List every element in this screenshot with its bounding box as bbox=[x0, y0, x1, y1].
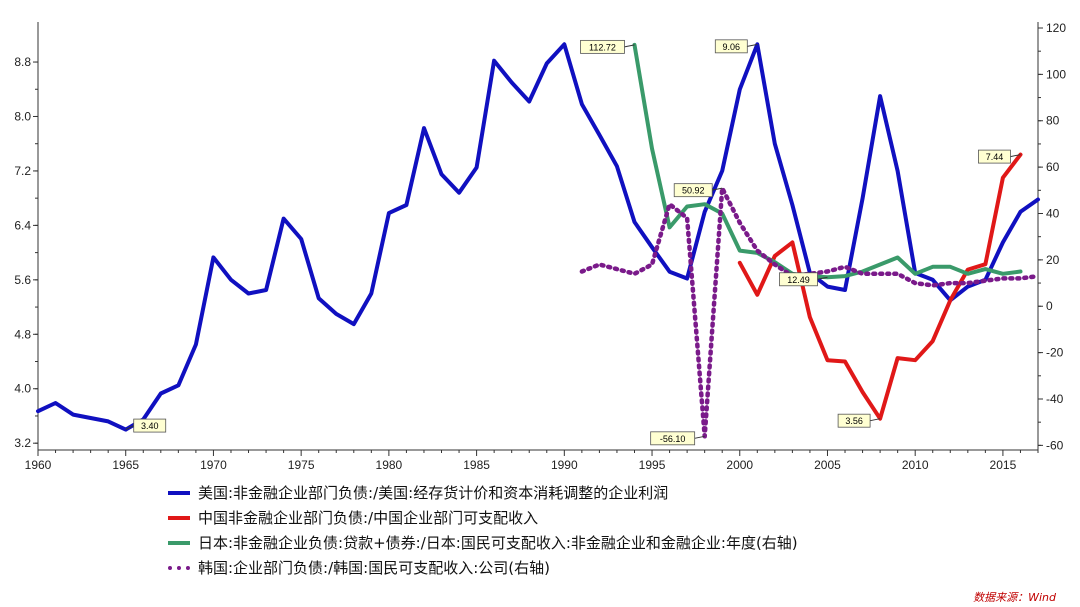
callout-leader bbox=[712, 187, 723, 191]
series-line-2 bbox=[632, 42, 1023, 280]
legend-label: 美国:非金融企业部门负债:/美国:经存货计价和资本消耗调整的企业利润 bbox=[198, 484, 669, 502]
legend-item: 韩国:企业部门负债:/韩国:国民可支配收入:公司(右轴) bbox=[168, 555, 798, 580]
x-tick-label: 2005 bbox=[814, 458, 841, 472]
callout-leader bbox=[870, 418, 881, 422]
data-callout: 3.40 bbox=[125, 418, 167, 433]
legend-swatch-us bbox=[168, 490, 190, 495]
callout-label: 3.40 bbox=[141, 421, 159, 431]
x-tick-label: 1970 bbox=[200, 458, 227, 472]
series-line-1 bbox=[737, 152, 1023, 421]
x-tick-label: 1990 bbox=[551, 458, 578, 472]
data-callout: 9.06 bbox=[714, 39, 758, 54]
callout-box bbox=[650, 431, 696, 446]
callout-box bbox=[714, 39, 748, 54]
x-tick-label: 2010 bbox=[902, 458, 929, 472]
x-tick-label: 1960 bbox=[25, 458, 52, 472]
y-right-tick-label: 0 bbox=[1046, 299, 1053, 313]
legend-item: 美国:非金融企业部门负债:/美国:经存货计价和资本消耗调整的企业利润 bbox=[168, 480, 798, 505]
data-callout: -56.10 bbox=[650, 431, 705, 446]
data-callout: 12.49 bbox=[779, 272, 828, 287]
y-left-tick-label: 7.2 bbox=[14, 164, 31, 178]
x-tick-label: 1995 bbox=[639, 458, 666, 472]
legend-swatch-china bbox=[168, 515, 190, 520]
data-callout: 112.72 bbox=[580, 39, 635, 54]
annotation-layer: 3.40 9.06 7.44 3.56 112.72 50.92 12.49 -56.10 bbox=[125, 39, 1021, 446]
series-layer bbox=[36, 42, 1041, 439]
y-left-tick-label: 8.0 bbox=[14, 109, 31, 123]
y-left-tick-label: 4.8 bbox=[14, 327, 31, 341]
y-right-tick-label: -60 bbox=[1046, 438, 1064, 452]
y-right-tick-label: 80 bbox=[1046, 114, 1060, 128]
callout-label: 12.49 bbox=[787, 275, 810, 285]
legend-label: 中国非金融企业部门负债:/中国企业部门可支配收入 bbox=[198, 509, 539, 527]
axes: 1960 1965 1970 1975 1980 1985 1990 1995 2000 2005… bbox=[14, 21, 1066, 472]
y-left-tick-label: 3.2 bbox=[14, 436, 31, 450]
y-right-tick-label: 60 bbox=[1046, 160, 1060, 174]
x-tick-label: 1985 bbox=[463, 458, 490, 472]
x-tick-label: 1980 bbox=[376, 458, 403, 472]
callout-box bbox=[673, 183, 713, 198]
callout-label: 50.92 bbox=[682, 186, 705, 196]
callout-label: 112.72 bbox=[589, 42, 616, 52]
y-right-tick-label: 100 bbox=[1046, 67, 1066, 81]
source-note: 数据来源：Wind bbox=[973, 591, 1056, 604]
series-line-3 bbox=[579, 185, 1041, 439]
y-left-tick-label: 6.4 bbox=[14, 218, 31, 232]
y-right-tick-label: 40 bbox=[1046, 206, 1060, 220]
y-right-tick-label: -40 bbox=[1046, 392, 1064, 406]
legend-label: 日本:非金融企业负债:贷款+债券:/日本:国民可支配收入:非金融企业和金融企业:… bbox=[198, 534, 798, 552]
callout-box bbox=[978, 149, 1011, 164]
legend-swatch-korea bbox=[168, 565, 190, 570]
y-right-tick-label: -20 bbox=[1046, 346, 1064, 360]
callout-leader bbox=[817, 276, 828, 280]
legend-swatch-japan bbox=[168, 540, 190, 545]
x-tick-label: 2000 bbox=[726, 458, 753, 472]
series-line-0 bbox=[36, 42, 1040, 432]
callout-leader bbox=[624, 44, 635, 48]
y-right-tick-label: 20 bbox=[1046, 253, 1060, 267]
data-callout: 3.56 bbox=[837, 413, 881, 428]
callout-box bbox=[837, 413, 871, 428]
legend: 美国:非金融企业部门负债:/美国:经存货计价和资本消耗调整的企业利润 中国非金融… bbox=[168, 480, 798, 580]
callout-box bbox=[580, 39, 625, 54]
y-left-tick-label: 4.0 bbox=[14, 382, 31, 396]
callout-leader bbox=[747, 43, 758, 47]
legend-item: 中国非金融企业部门负债:/中国企业部门可支配收入 bbox=[168, 505, 798, 530]
legend-label: 韩国:企业部门负债:/韩国:国民可支配收入:公司(右轴) bbox=[198, 559, 550, 577]
callout-box bbox=[779, 272, 818, 287]
data-callout: 50.92 bbox=[673, 183, 723, 198]
callout-leader bbox=[1010, 154, 1021, 158]
y-left-tick-label: 5.6 bbox=[14, 273, 31, 287]
callout-box bbox=[133, 418, 167, 433]
data-callout: 7.44 bbox=[978, 149, 1021, 164]
y-right-tick-label: 120 bbox=[1046, 21, 1066, 35]
callout-label: 9.06 bbox=[723, 42, 741, 52]
callout-label: 7.44 bbox=[986, 152, 1004, 162]
callout-leader bbox=[694, 435, 705, 439]
callout-label: 3.56 bbox=[845, 416, 863, 426]
x-tick-label: 1965 bbox=[112, 458, 139, 472]
callout-label: -56.10 bbox=[660, 434, 686, 444]
legend-item: 日本:非金融企业负债:贷款+债券:/日本:国民可支配收入:非金融企业和金融企业:… bbox=[168, 530, 798, 555]
x-tick-label: 2015 bbox=[990, 458, 1017, 472]
y-left-tick-label: 8.8 bbox=[14, 55, 31, 69]
callout-leader bbox=[125, 425, 134, 431]
x-tick-label: 1975 bbox=[288, 458, 315, 472]
